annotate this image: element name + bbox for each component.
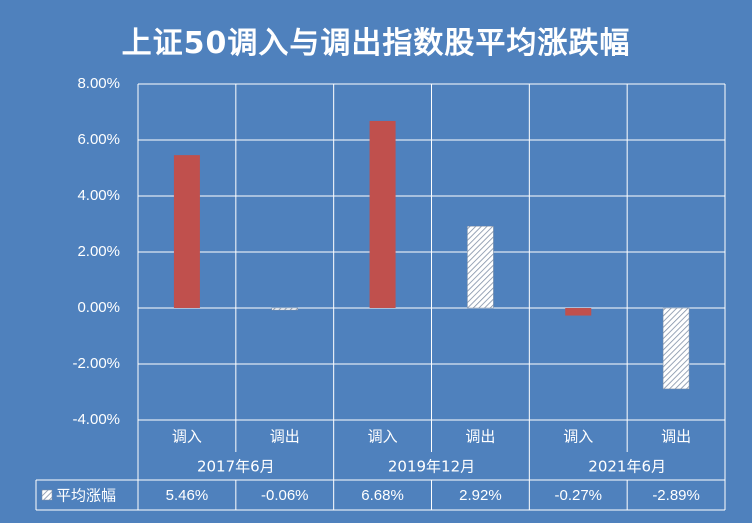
- data-label: 2.92%: [459, 487, 502, 504]
- bar-in: [173, 155, 200, 308]
- y-tick-label: 0.00%: [77, 299, 120, 316]
- x-group-label: 2019年12月: [388, 458, 475, 476]
- x-group-label: 2021年6月: [588, 458, 666, 476]
- x-category-label: 调入: [563, 428, 593, 446]
- data-label: -0.06%: [261, 487, 309, 504]
- bar-in: [369, 120, 396, 309]
- y-tick-label: 4.00%: [77, 187, 120, 204]
- y-tick-label: -2.00%: [72, 355, 120, 372]
- y-tick-label: 6.00%: [77, 131, 120, 148]
- y-tick-label: 8.00%: [77, 75, 120, 92]
- bar-out: [662, 307, 690, 390]
- chart-title: 上证50调入与调出指数股平均涨跌幅: [121, 26, 631, 61]
- legend-label: 平均涨幅: [56, 487, 116, 505]
- y-tick-label: 2.00%: [77, 243, 120, 260]
- x-category-label: 调出: [661, 428, 691, 446]
- data-label: 6.68%: [361, 487, 404, 504]
- legend-key: [41, 489, 53, 501]
- x-category-label: 调入: [368, 428, 398, 446]
- x-category-label: 调入: [172, 428, 202, 446]
- x-category-label: 调出: [465, 428, 495, 446]
- data-label: 5.46%: [166, 487, 209, 504]
- bar-out: [467, 225, 494, 309]
- x-category-label: 调出: [270, 428, 300, 446]
- bar-out: [271, 307, 298, 311]
- data-label: -2.89%: [652, 487, 700, 504]
- x-group-label: 2017年6月: [197, 458, 275, 476]
- bar-in: [565, 308, 592, 316]
- y-tick-label: -4.00%: [72, 411, 120, 428]
- data-label: -0.27%: [554, 487, 602, 504]
